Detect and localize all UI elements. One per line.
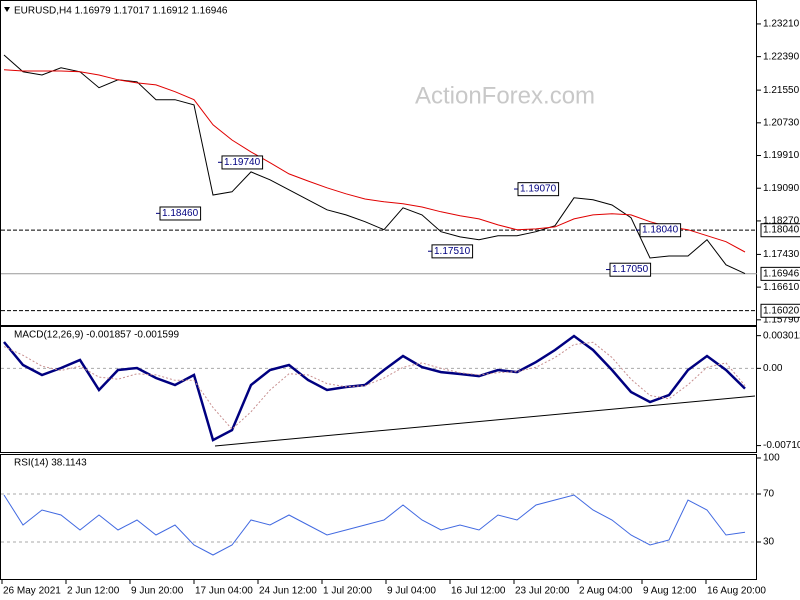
last-price-label: 1.16946 — [763, 268, 800, 279]
annotation-label: 1.19740 — [224, 157, 261, 168]
y-tick-label: 30 — [763, 537, 775, 548]
x-tick-label: 9 Aug 12:00 — [643, 586, 697, 597]
label-box — [517, 182, 560, 197]
x-tick-label: 26 May 2021 — [3, 586, 61, 597]
price-panel — [0, 0, 757, 326]
y-tick-label: 1.16610 — [763, 282, 800, 293]
x-tick-label: 2 Aug 04:00 — [579, 586, 633, 597]
x-tick-label: 16 Aug 20:00 — [707, 586, 766, 597]
series-line — [3, 494, 746, 556]
annotation-label: 1.19070 — [520, 184, 557, 195]
label-box — [760, 223, 800, 238]
x-tick-label: 23 Jul 20:00 — [515, 586, 570, 597]
panel-title: MACD(12,26,9) -0.001857 -0.001599 — [14, 330, 180, 341]
y-tick-label: 1.19910 — [763, 150, 800, 161]
y-tick-label: -0.007109 — [763, 440, 800, 451]
x-tick-label: 24 Jun 12:00 — [259, 586, 317, 597]
panel-title: RSI(14) 38.1143 — [14, 458, 87, 469]
series-line — [3, 54, 746, 275]
label-box — [431, 244, 474, 259]
label-box — [760, 303, 800, 318]
label-box — [639, 223, 682, 238]
annotation-label: 1.17510 — [434, 246, 471, 257]
x-tick-label: 9 Jul 04:00 — [387, 586, 436, 597]
y-tick-label: 0.00 — [763, 363, 783, 374]
x-tick-label: 2 Jun 12:00 — [67, 586, 120, 597]
watermark: ActionForex.com — [415, 82, 595, 109]
x-tick-label: 1 Jul 20:00 — [323, 586, 372, 597]
x-tick-label: 16 Jul 12:00 — [451, 586, 506, 597]
label-box — [760, 266, 800, 281]
y-tick-label: 1.15790 — [763, 314, 800, 325]
panel-title: EURUSD,H4 1.16979 1.17017 1.16912 1.1694… — [14, 6, 228, 17]
level-label: 1.16020 — [763, 305, 800, 316]
level-label: 1.18040 — [763, 225, 800, 236]
label-box — [159, 206, 202, 221]
menu-icon — [4, 7, 10, 12]
macd-panel — [0, 326, 757, 453]
x-tick-label: 9 Jun 20:00 — [131, 586, 184, 597]
x-tick-label: 17 Jun 04:00 — [195, 586, 253, 597]
series-line — [3, 69, 746, 253]
y-tick-label: 1.22390 — [763, 51, 800, 62]
y-tick-label: 0.003012 — [763, 330, 800, 341]
y-tick-label: 1.21550 — [763, 85, 800, 96]
label-box — [221, 155, 264, 170]
rsi-panel — [0, 454, 757, 580]
y-tick-label: 70 — [763, 489, 775, 500]
y-tick-label: 1.23210 — [763, 19, 800, 30]
y-tick-label: 1.17430 — [763, 249, 800, 260]
annotation-label: 1.17050 — [612, 264, 649, 275]
y-tick-label: 1.20730 — [763, 117, 800, 128]
series-line — [3, 334, 746, 442]
y-tick-label: 1.19090 — [763, 183, 800, 194]
annotation-label: 1.18460 — [162, 208, 199, 219]
trend-line — [214, 395, 756, 447]
annotation-label: 1.18040 — [642, 225, 679, 236]
y-tick-label: 1.18270 — [763, 216, 800, 227]
label-box — [609, 262, 652, 277]
series-line — [3, 341, 746, 430]
y-tick-label: 100 — [763, 453, 780, 464]
